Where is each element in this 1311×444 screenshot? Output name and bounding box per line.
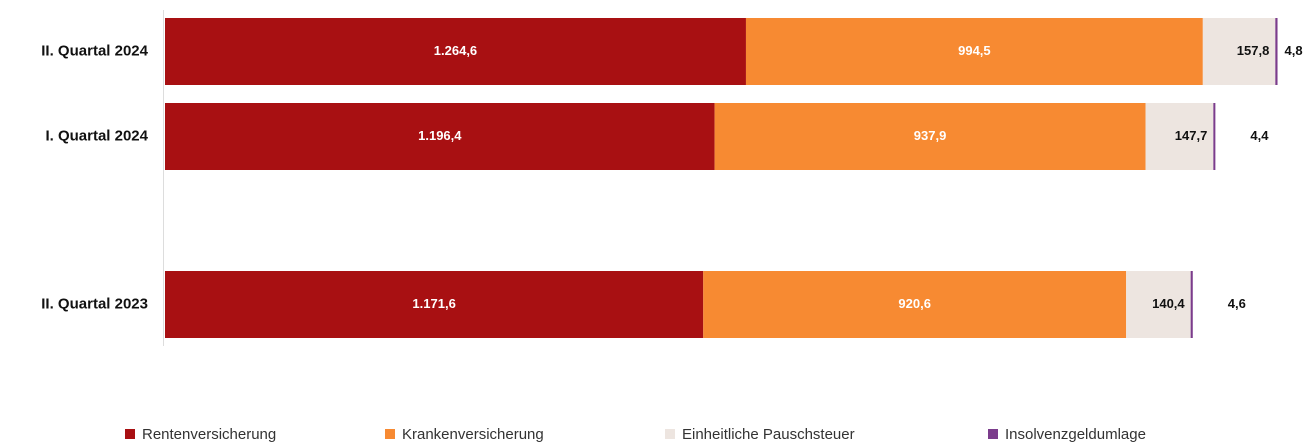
legend-swatch [988, 429, 998, 439]
value-label: 4,6 [1228, 296, 1246, 311]
value-label: 147,7 [1175, 128, 1208, 143]
value-label: 937,9 [914, 128, 947, 143]
bar-segment [703, 271, 1127, 338]
value-label: 157,8 [1237, 43, 1270, 58]
value-label: 4,4 [1250, 128, 1269, 143]
value-label: 1.196,4 [418, 128, 462, 143]
category-label: II. Quartal 2023 [41, 295, 148, 312]
legend-label: Insolvenzgeldumlage [1005, 426, 1146, 443]
category-label: I. Quartal 2024 [45, 127, 148, 144]
value-label: 994,5 [958, 43, 991, 58]
bar-segment [165, 103, 715, 170]
bar-segment [1126, 271, 1191, 338]
legend-swatch [385, 429, 395, 439]
bar-segment [745, 18, 1203, 85]
bar-segment [165, 271, 704, 338]
value-label: 4,8 [1285, 43, 1303, 58]
value-label: 1.171,6 [412, 296, 455, 311]
value-label: 1.264,6 [434, 43, 477, 58]
legend-swatch [125, 429, 135, 439]
legend-label: Rentenversicherung [142, 426, 276, 443]
bar-segment [1275, 18, 1278, 85]
value-label: 140,4 [1152, 296, 1185, 311]
bar-segment [1213, 103, 1216, 170]
bar-segment [165, 18, 746, 85]
legend-label: Krankenversicherung [402, 426, 544, 443]
legend-swatch [665, 429, 675, 439]
bar-segment [1145, 103, 1214, 170]
bar-segment [714, 103, 1146, 170]
category-label: II. Quartal 2024 [41, 42, 148, 59]
bar-segment [1190, 271, 1193, 338]
legend-label: Einheitliche Pauschsteuer [682, 426, 855, 443]
bar-segment [1202, 18, 1276, 85]
value-label: 920,6 [898, 296, 931, 311]
